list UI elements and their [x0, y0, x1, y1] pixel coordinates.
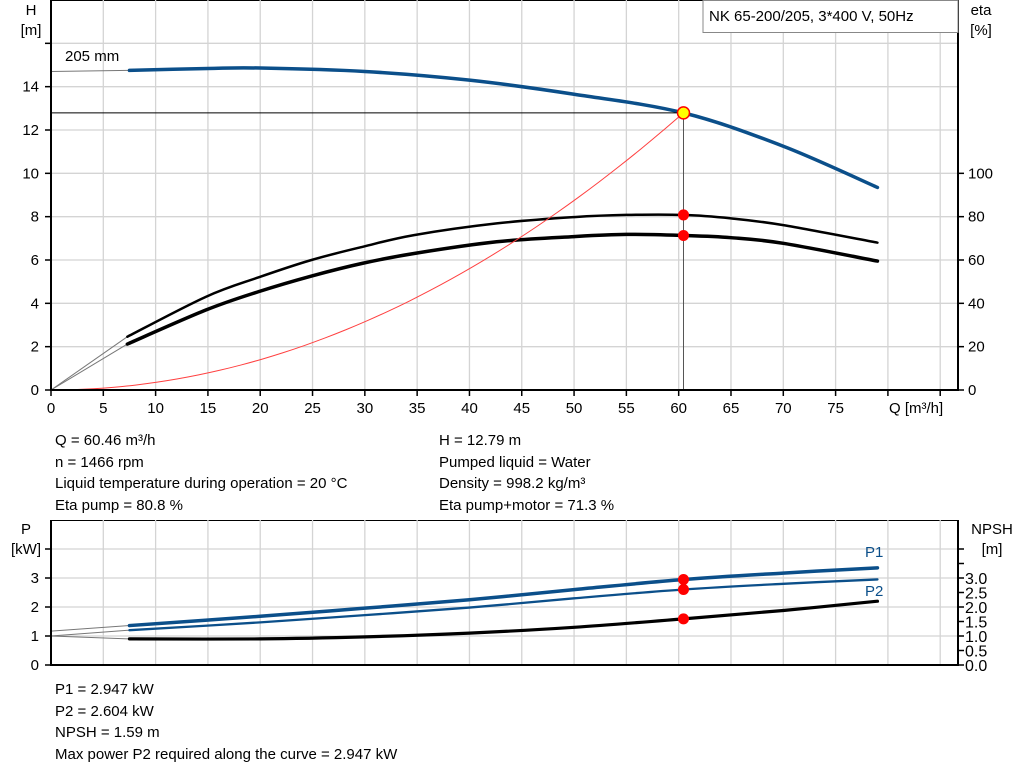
P1-curve [127, 566, 880, 628]
y-right-label-eta: eta [971, 2, 993, 19]
upper-y-left-tick-label: 12 [22, 122, 39, 139]
lower-y-left-tick-label: 3 [31, 570, 39, 587]
upper-y-right-tick-label: 100 [968, 165, 993, 182]
x-tick-label: 70 [775, 400, 792, 417]
info-p1: P1 = 2.947 kW [55, 681, 154, 698]
lower-y-right-tick-label: 2.0 [965, 600, 987, 617]
grid [50, 0, 959, 666]
lower-y-left-tick-label: 2 [31, 599, 39, 616]
upper-y-left-tick-label: 0 [31, 382, 39, 399]
info-npsh: NPSH = 1.59 m [55, 724, 160, 741]
NPSH-curve-extension [50, 635, 130, 640]
x-tick-label: 15 [200, 400, 217, 417]
lower-y-left-tick-label: 0 [31, 657, 39, 674]
p-axis-unit: [kW] [11, 541, 41, 558]
curves [50, 66, 880, 641]
x-tick-label: 45 [513, 400, 530, 417]
lower-y-right-tick-label: 1.5 [965, 615, 987, 632]
upper-y-left-tick-label: 14 [22, 79, 39, 96]
eta-pump-marker [677, 209, 689, 221]
x-tick-label: 0 [47, 400, 55, 417]
p1-series-label: P1 [865, 544, 883, 561]
upper-y-right-tick-label: 80 [968, 209, 985, 226]
head-curve-extension [50, 69, 130, 72]
x-tick-label: 75 [827, 400, 844, 417]
npsh-marker [677, 613, 689, 625]
info-head: H = 12.79 m [439, 432, 522, 449]
head-curve [127, 66, 880, 190]
lower-y-left-tick-label: 1 [31, 628, 39, 645]
upper-y-right-tick-label: 40 [968, 295, 985, 312]
eta_pump_motor-curve [125, 232, 880, 346]
NPSH-curve [127, 599, 880, 641]
system-curve [50, 112, 684, 391]
y-left-label-unit: [m] [21, 22, 42, 39]
upper-plot-frame [50, 0, 959, 391]
eta_pump_motor-curve-extension [50, 343, 128, 391]
info-liquid-temp: Liquid temperature during operation = 20… [55, 475, 348, 492]
upper-y-left-tick-label: 6 [31, 252, 39, 269]
info-density: Density = 998.2 kg/m³ [439, 475, 586, 492]
x-tick-label: 40 [461, 400, 478, 417]
info-eta-pump: Eta pump = 80.8 % [55, 496, 183, 514]
lower-plot-frame [50, 520, 959, 666]
lower-y-right-tick-label: 0.0 [965, 658, 987, 675]
info-p2: P2 = 2.604 kW [55, 702, 154, 720]
duty-info-left: Q = 60.46 m³/h n = 1466 rpm Liquid tempe… [55, 430, 347, 516]
y-right-label-unit: [%] [970, 22, 992, 39]
lower-y-right-tick-label: 1.0 [965, 629, 987, 646]
duty-info-right: H = 12.79 m Pumped liquid = Water Densit… [439, 430, 614, 516]
P2-curve [128, 578, 879, 632]
upper-y-right-tick-label: 60 [968, 252, 985, 269]
x-tick-label: 55 [618, 400, 635, 417]
lower-y-right-tick-label: 0.5 [965, 644, 987, 661]
upper-y-right-tick-label: 20 [968, 339, 985, 356]
x-tick-label: 65 [723, 400, 740, 417]
info-speed: n = 1466 rpm [55, 453, 144, 471]
lower-y-right-tick-label: 2.5 [965, 586, 987, 603]
lower-y-right-tick-label: 3.0 [965, 571, 987, 588]
chart-title: NK 65-200/205, 3*400 V, 50Hz [709, 8, 914, 25]
eta-pump-motor-marker [677, 230, 689, 242]
x-tick-label: 25 [304, 400, 321, 417]
p-axis-label: P [21, 521, 31, 538]
upper-y-left-tick-label: 8 [31, 209, 39, 226]
x-axis-label: Q [m³/h] [889, 400, 943, 417]
p1-marker [677, 574, 689, 586]
npsh-axis-label: NPSH [971, 521, 1013, 538]
impeller-label: 205 mm [65, 48, 119, 65]
info-pumped-liquid: Pumped liquid = Water [439, 453, 591, 471]
duty-point-marker [676, 106, 691, 120]
p2-series-label: P2 [865, 583, 883, 600]
x-tick-label: 60 [670, 400, 687, 417]
x-tick-label: 10 [147, 400, 164, 417]
eta_pump-curve [126, 213, 879, 338]
upper-y-left-tick-label: 2 [31, 339, 39, 356]
info-eta-pump-motor: Eta pump+motor = 71.3 % [439, 496, 615, 514]
upper-y-left-tick-label: 4 [31, 295, 39, 312]
power-info: P1 = 2.947 kW P2 = 2.604 kW NPSH = 1.59 … [55, 679, 397, 765]
x-tick-label: 50 [566, 400, 583, 417]
npsh-axis-unit: [m] [982, 541, 1003, 558]
upper-y-right-tick-label: 0 [968, 382, 976, 399]
P1-curve-extension [50, 625, 130, 632]
x-tick-label: 20 [252, 400, 269, 417]
eta_pump-curve-extension [50, 336, 128, 391]
y-left-label-h: H [26, 2, 37, 19]
p2-marker [677, 583, 689, 595]
info-flow: Q = 60.46 m³/h [55, 432, 156, 449]
upper-y-left-tick-label: 10 [22, 165, 39, 182]
x-tick-label: 30 [356, 400, 373, 417]
title-box [702, 0, 959, 33]
P2-curve-extension [50, 629, 130, 637]
x-tick-label: 35 [409, 400, 426, 417]
info-max-power: Max power P2 required along the curve = … [55, 745, 398, 763]
x-tick-label: 5 [99, 400, 107, 417]
